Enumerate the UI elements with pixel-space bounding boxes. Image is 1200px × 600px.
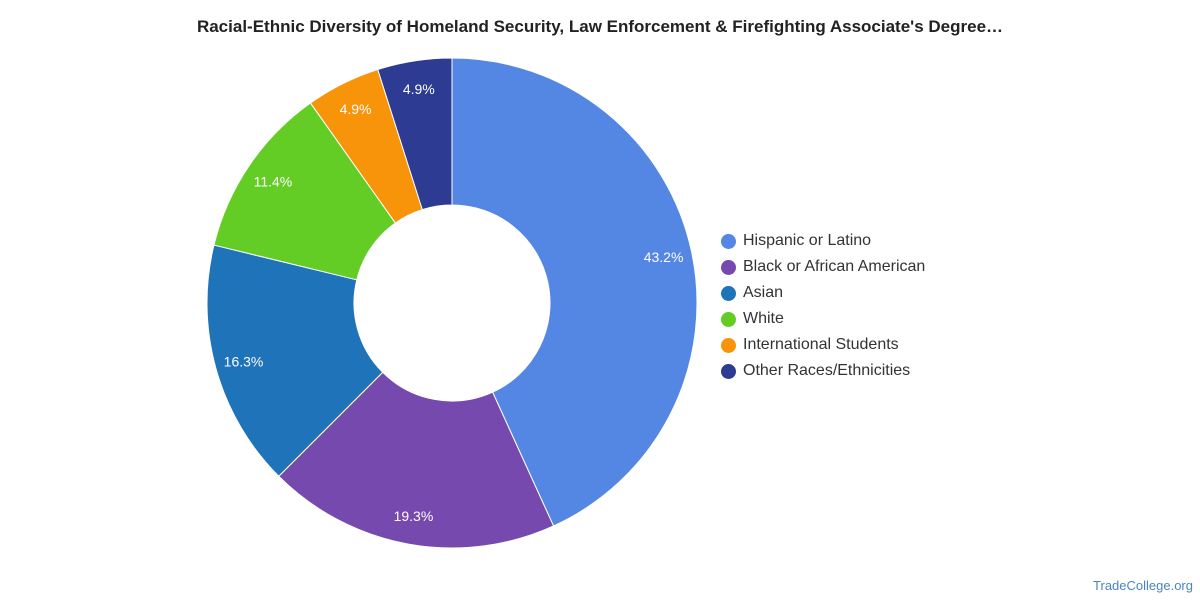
watermark: TradeCollege.org [1093,578,1193,593]
slice-value-label: 43.2% [644,249,684,265]
legend-item: Other Races/Ethnicities [721,358,925,384]
slice-value-label: 4.9% [340,101,372,117]
legend-swatch [721,259,736,275]
legend-label: International Students [743,336,899,353]
slice-value-label: 16.3% [224,353,264,369]
legend-label: Hispanic or Latino [743,232,872,249]
legend-swatch [721,285,736,301]
legend-item: Hispanic or Latino [721,228,925,254]
donut-slices [206,57,698,549]
legend-swatch [721,363,736,379]
chart-legend: Hispanic or Latino Black or African Ameri… [721,228,925,384]
legend-item: Asian [721,280,925,306]
legend-label: Other Races/Ethnicities [743,362,911,379]
legend-swatch [721,311,736,327]
slice-value-label: 11.4% [254,173,293,189]
legend-item: Black or African American [721,254,925,280]
slice-other-races-ethnicities [377,57,453,211]
slice-value-label: 4.9% [403,81,435,97]
legend-swatch [721,233,736,249]
legend-label: White [743,310,784,327]
slice-asian [206,244,384,477]
legend-swatch [721,337,736,353]
legend-label: Black or African American [743,258,926,275]
slice-black-or-african-american [278,371,555,549]
legend-item: White [721,306,925,332]
legend-label: Asian [743,284,784,301]
slice-white [213,102,397,281]
slice-hispanic-or-latino [451,57,698,527]
chart-title: Racial-Ethnic Diversity of Homeland Secu… [196,17,1004,36]
legend-item: International Students [721,332,925,358]
slice-value-label: 19.3% [394,508,434,524]
slice-labels: 43.2% 19.3% 16.3% 11.4% 4.9% 4.9% [224,81,684,524]
